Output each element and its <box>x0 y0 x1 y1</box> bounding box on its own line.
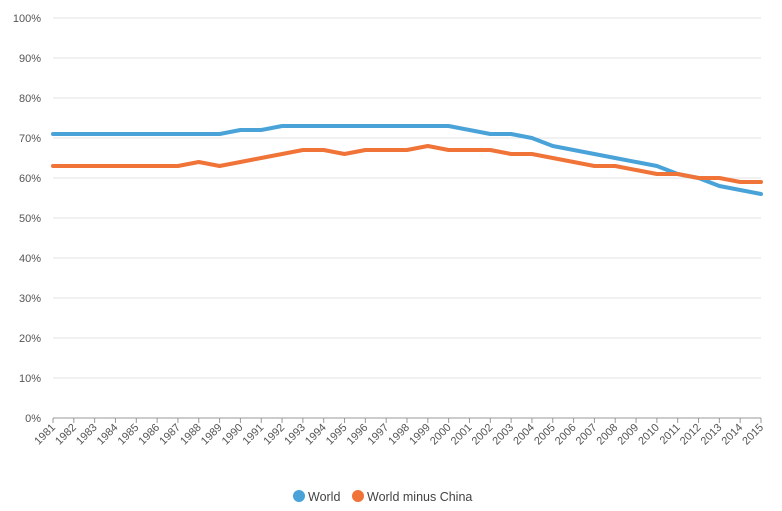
y-tick-label: 60% <box>19 173 41 185</box>
x-tick-label: 1981 <box>32 422 58 448</box>
y-tick-label: 0% <box>25 413 41 425</box>
legend-item-0[interactable]: World <box>293 490 340 504</box>
x-axis: 1981198219831984198519861987198819891990… <box>32 418 766 447</box>
x-tick-label: 1999 <box>407 422 433 448</box>
y-tick-label: 40% <box>19 253 41 265</box>
x-tick-label: 2015 <box>740 422 766 448</box>
legend[interactable]: World World minus China <box>293 490 472 504</box>
x-tick-label: 1984 <box>95 422 121 448</box>
x-tick-label: 1997 <box>365 422 391 448</box>
x-tick-label: 1985 <box>116 422 142 448</box>
x-tick-label: 2000 <box>428 422 454 448</box>
x-tick-label: 2008 <box>595 422 621 448</box>
x-tick-label: 1994 <box>303 422 329 448</box>
y-tick-label: 70% <box>19 133 41 145</box>
x-tick-label: 2005 <box>532 422 558 448</box>
x-tick-label: 1986 <box>136 422 162 448</box>
y-tick-label: 100% <box>13 13 41 25</box>
x-tick-label: 1983 <box>74 422 100 448</box>
x-tick-label: 1998 <box>386 422 412 448</box>
legend-marker <box>352 490 364 502</box>
x-tick-label: 1991 <box>241 422 267 448</box>
gridlines <box>53 17 761 419</box>
y-tick-label: 30% <box>19 293 41 305</box>
x-tick-label: 2004 <box>511 422 537 448</box>
series-lines <box>51 124 763 196</box>
series-line-1 <box>51 144 763 184</box>
x-tick-label: 1987 <box>157 422 183 448</box>
x-tick-label: 1992 <box>261 422 287 448</box>
x-tick-label: 2011 <box>658 422 683 447</box>
x-tick-label: 1993 <box>282 422 308 448</box>
y-tick-label: 90% <box>19 53 41 65</box>
x-tick-label: 2012 <box>678 422 704 448</box>
x-tick-label: 1995 <box>324 422 350 448</box>
x-tick-label: 1996 <box>345 422 371 448</box>
x-tick-label: 2007 <box>574 422 600 448</box>
x-tick-label: 1989 <box>199 422 225 448</box>
x-tick-label: 1988 <box>178 422 204 448</box>
x-tick-label: 2006 <box>553 422 579 448</box>
x-tick-label: 2001 <box>449 422 475 448</box>
y-tick-label: 10% <box>19 373 41 385</box>
y-tick-label: 80% <box>19 93 41 105</box>
x-tick-label: 1982 <box>53 422 79 448</box>
x-tick-label: 2010 <box>636 422 662 448</box>
x-tick-label: 2002 <box>470 422 496 448</box>
series-line-0 <box>51 124 763 196</box>
x-tick-label: 2003 <box>490 422 516 448</box>
legend-item-1[interactable]: World minus China <box>352 490 472 504</box>
x-tick-label: 1990 <box>220 422 246 448</box>
legend-label: World minus China <box>367 490 472 504</box>
y-axis-ticks: 0% 10% 20% 30% 40% 50% 60% 70% 80% 90% 100% <box>13 13 41 425</box>
x-tick-label: 2013 <box>699 422 725 448</box>
x-tick-label: 2014 <box>719 422 745 448</box>
x-tick-label: 2009 <box>615 422 641 448</box>
y-tick-label: 50% <box>19 213 41 225</box>
legend-marker <box>293 490 305 502</box>
y-tick-label: 20% <box>19 333 41 345</box>
legend-label: World <box>308 490 340 504</box>
